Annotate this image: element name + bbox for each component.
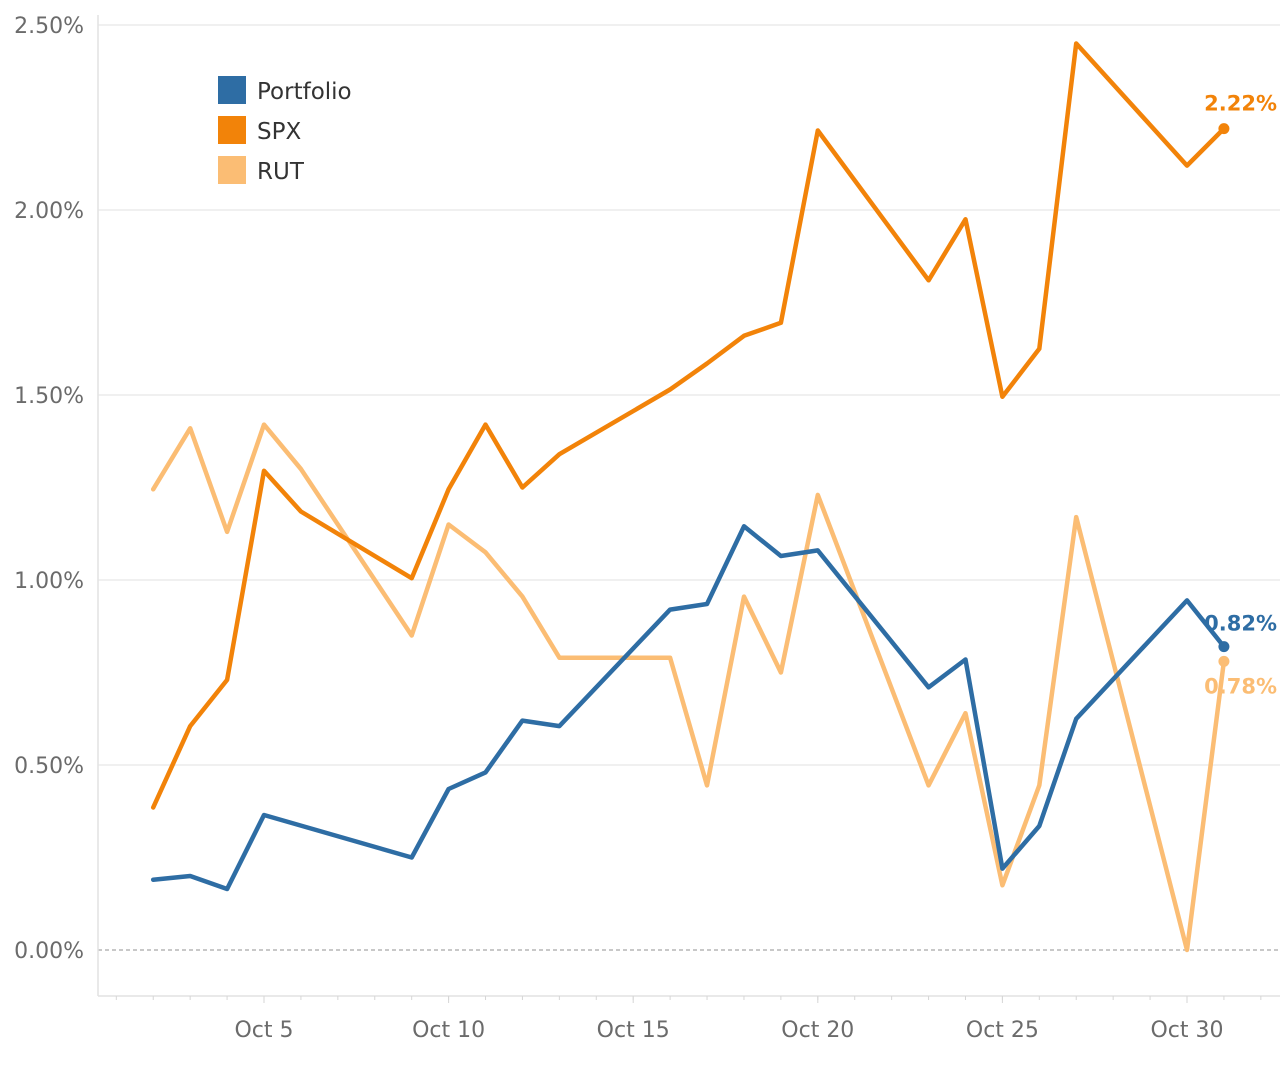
series-end-point-spx <box>1218 123 1230 135</box>
x-tick-label: Oct 25 <box>966 1018 1039 1043</box>
legend-label-rut: RUT <box>257 159 305 185</box>
series-line-portfolio <box>150 524 1227 892</box>
legend-label-spx: SPX <box>257 119 301 145</box>
y-tick-label: 1.00% <box>14 569 84 594</box>
legend-swatch-rut <box>218 156 246 184</box>
x-tick-label: Oct 10 <box>412 1018 485 1043</box>
x-tick-label: Oct 15 <box>597 1018 670 1043</box>
legend-swatch-portfolio <box>218 76 246 104</box>
x-tick-label: Oct 20 <box>781 1018 854 1043</box>
legend: Portfolio SPX RUT <box>218 76 352 185</box>
series-end-point-rut <box>1218 655 1230 667</box>
series-line-rut <box>150 422 1227 953</box>
y-tick-label: 0.00% <box>14 939 84 964</box>
end-label-rut: 0.78% <box>1204 674 1277 698</box>
y-tick-label: 0.50% <box>14 754 84 779</box>
y-tick-label: 2.00% <box>14 199 84 224</box>
gridlines <box>98 24 1280 951</box>
series-line-spx <box>150 41 1227 810</box>
end-label-spx: 2.22% <box>1204 92 1277 116</box>
x-tick-label: Oct 5 <box>234 1018 293 1043</box>
series-end-point-portfolio <box>1218 641 1230 653</box>
legend-label-portfolio: Portfolio <box>257 79 352 105</box>
y-tick-label: 1.50% <box>14 384 84 409</box>
legend-swatch-spx <box>218 116 246 144</box>
y-tick-label: 2.50% <box>14 14 84 39</box>
axes: 0.00% 0.50% 1.00% 1.50% 2.00% 2.50% Oct 5 Oct 1… <box>14 14 1280 1043</box>
end-labels: 0.82% 2.22% 0.78% <box>1204 92 1277 699</box>
x-tick-label: Oct 30 <box>1150 1018 1223 1043</box>
series-lines <box>150 41 1230 953</box>
end-label-portfolio: 0.82% <box>1204 612 1277 636</box>
